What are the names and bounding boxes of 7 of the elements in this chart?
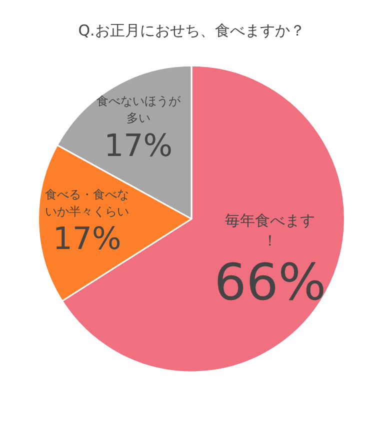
slice-label: 毎年食べます！	[225, 212, 316, 250]
data-label: 17%	[104, 128, 173, 164]
chart-title: Q.お正月におせち、食べますか？	[78, 22, 305, 40]
data-label: 17%	[52, 221, 122, 258]
slice-label: 食べないほうが多い	[96, 94, 182, 126]
data-label: 66%	[214, 252, 326, 312]
slice-label: 食べる・食べないか半々くらい	[45, 187, 130, 218]
